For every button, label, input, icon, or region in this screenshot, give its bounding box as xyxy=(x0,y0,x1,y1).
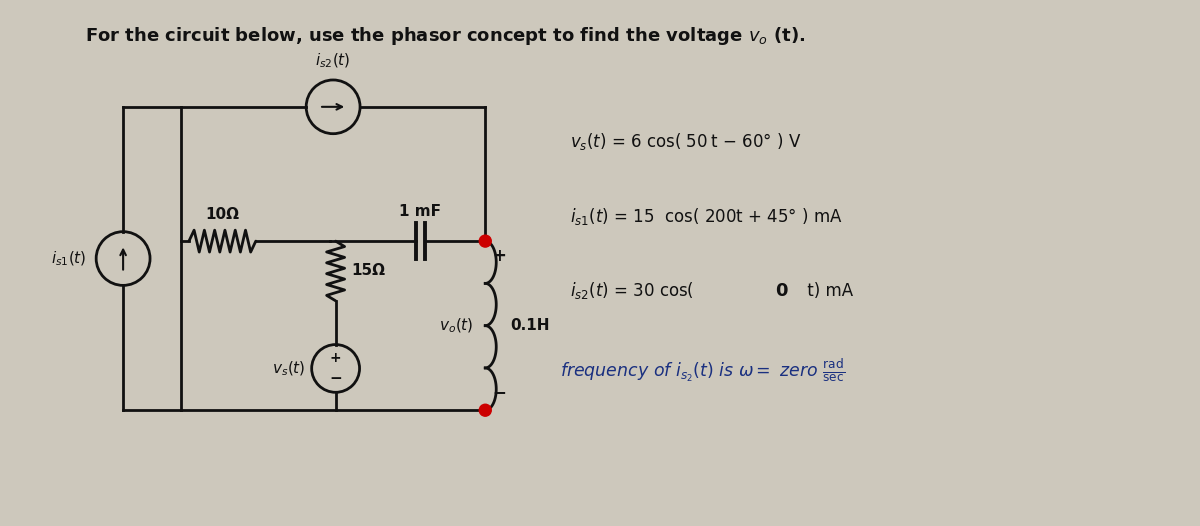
Text: frequency of $i_{s_2}(t)$ is $\omega=$ zero $\frac{\rm rad}{\rm sec}$: frequency of $i_{s_2}(t)$ is $\omega=$ z… xyxy=(560,357,845,384)
Text: $v_o(t)$: $v_o(t)$ xyxy=(439,317,473,335)
Text: 10Ω: 10Ω xyxy=(205,207,239,222)
Text: $i_{s1}(t)$ = 15  cos( 200t + 45° ) mA: $i_{s1}(t)$ = 15 cos( 200t + 45° ) mA xyxy=(570,206,842,227)
Text: 0.1H: 0.1H xyxy=(510,318,550,333)
Text: t) mA: t) mA xyxy=(802,282,853,300)
Text: −: − xyxy=(492,383,506,401)
Text: For the circuit below, use the phasor concept to find the voltage $\boldsymbol{v: For the circuit below, use the phasor co… xyxy=(85,25,805,47)
Text: $\mathbf{0}$: $\mathbf{0}$ xyxy=(774,282,788,300)
Circle shape xyxy=(479,404,491,416)
Text: $v_s(t)$ = 6 cos( 50 ⁢t − 60° ) V: $v_s(t)$ = 6 cos( 50 ⁢t − 60° ) V xyxy=(570,131,802,152)
Text: $v_s(t)$: $v_s(t)$ xyxy=(272,359,306,378)
Text: 15Ω: 15Ω xyxy=(352,264,385,278)
Circle shape xyxy=(479,235,491,247)
Text: $i_{s2}(t)$: $i_{s2}(t)$ xyxy=(316,52,350,70)
Text: +: + xyxy=(330,351,342,366)
Text: $i_{s2}(t)$ = 30 cos(: $i_{s2}(t)$ = 30 cos( xyxy=(570,280,696,301)
Text: $i_{s1}(t)$: $i_{s1}(t)$ xyxy=(50,249,86,268)
Text: 1 mF: 1 mF xyxy=(400,204,442,219)
Text: −: − xyxy=(329,371,342,386)
Text: +: + xyxy=(492,247,506,265)
